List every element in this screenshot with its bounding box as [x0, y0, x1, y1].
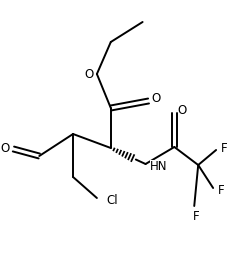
Text: O: O [84, 68, 93, 81]
Text: F: F [220, 141, 226, 154]
Text: HN: HN [149, 160, 166, 172]
Text: F: F [192, 210, 199, 223]
Text: O: O [177, 104, 186, 118]
Text: F: F [217, 183, 224, 197]
Text: O: O [1, 142, 10, 155]
Text: Cl: Cl [106, 194, 118, 207]
Text: O: O [151, 92, 161, 105]
